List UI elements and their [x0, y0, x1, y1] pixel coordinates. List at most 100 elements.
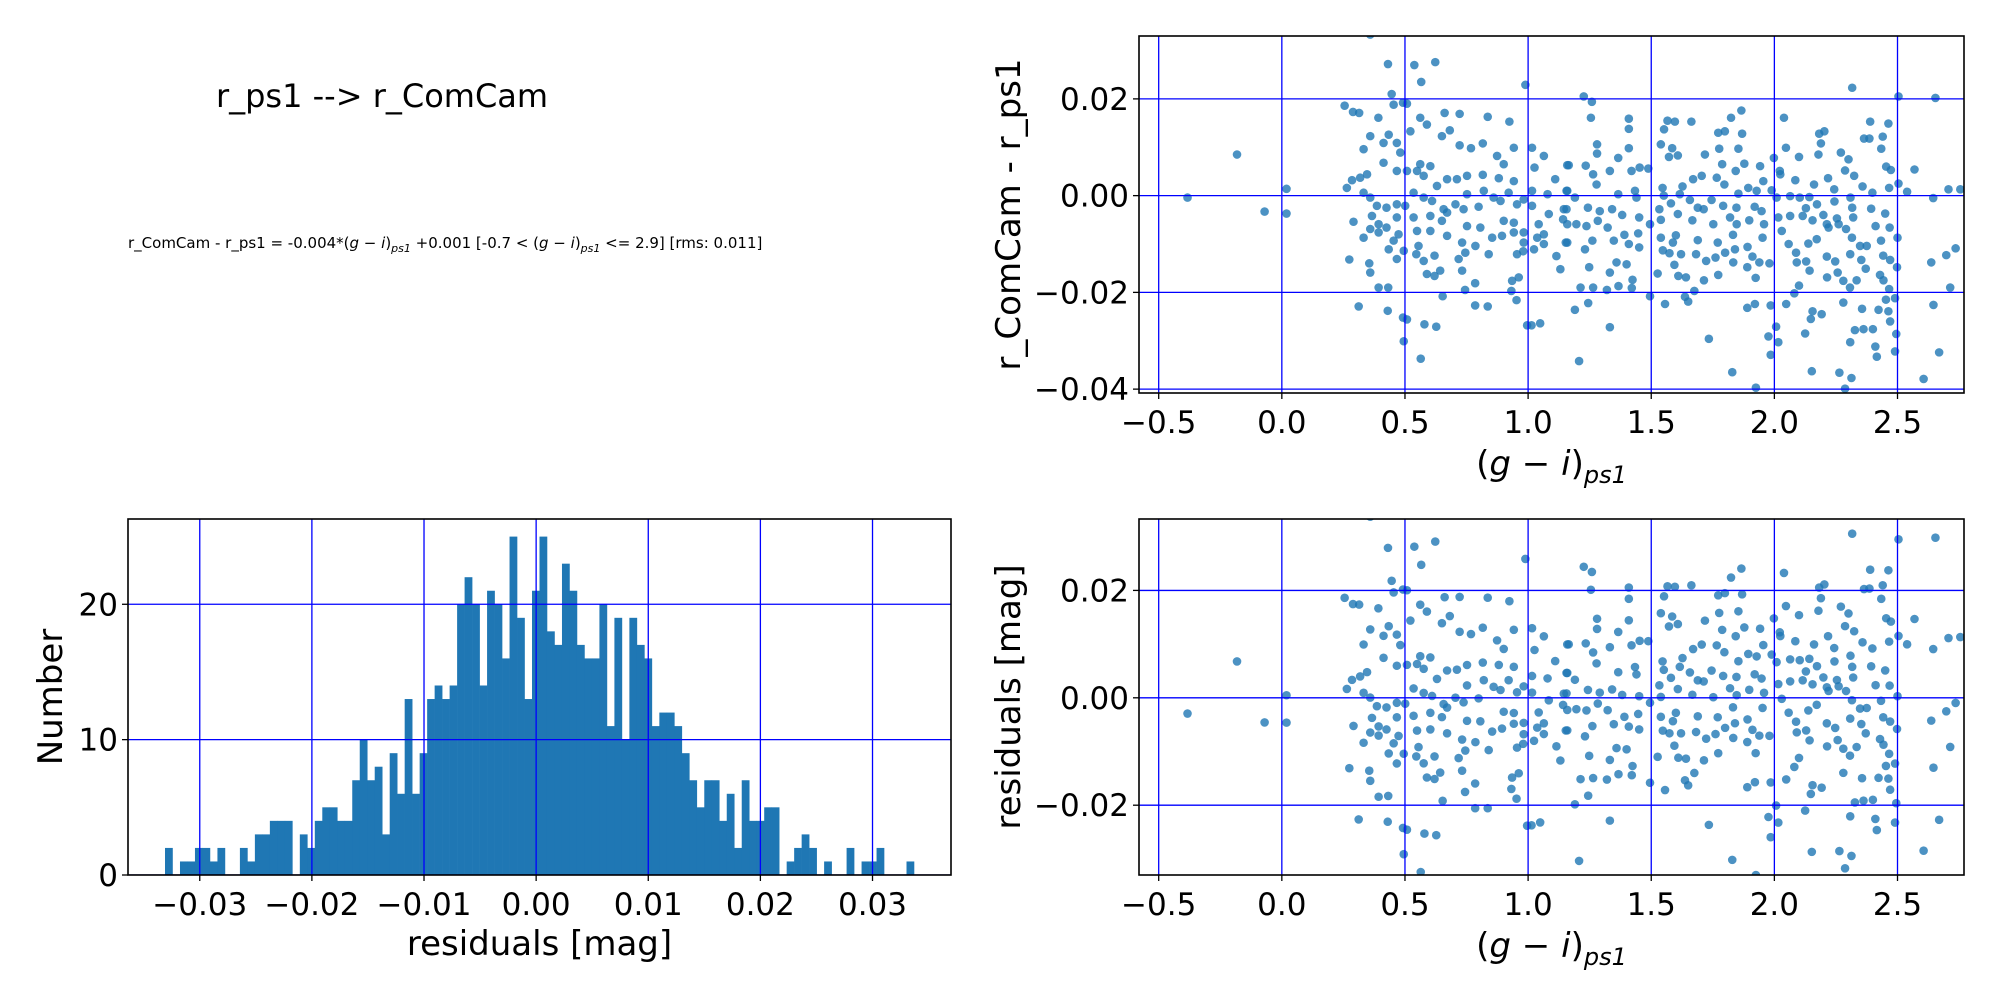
- data-point: [1527, 201, 1537, 211]
- histogram-bar: [749, 820, 758, 875]
- data-point: [1587, 97, 1597, 107]
- x-axis-label: (g − i)ps1: [1476, 444, 1627, 489]
- data-point: [1483, 112, 1493, 122]
- histogram-bar: [299, 834, 308, 875]
- data-point: [1847, 83, 1857, 93]
- data-point: [1348, 599, 1358, 609]
- data-point: [1670, 582, 1680, 592]
- data-point: [1527, 671, 1537, 681]
- data-point: [1791, 717, 1801, 726]
- data-point: [1664, 152, 1674, 162]
- data-point: [1395, 640, 1405, 650]
- data-point: [1785, 211, 1795, 221]
- data-point: [1624, 594, 1634, 604]
- data-point: [1707, 195, 1716, 205]
- data-point: [1839, 298, 1848, 307]
- data-point: [1891, 329, 1901, 339]
- data-point: [1699, 204, 1708, 214]
- data-point: [1667, 143, 1677, 153]
- data-point: [1681, 754, 1691, 763]
- data-point: [1801, 203, 1811, 213]
- data-point: [1656, 233, 1666, 243]
- data-point: [1392, 759, 1402, 768]
- data-point: [1365, 131, 1375, 141]
- data-point: [1392, 661, 1402, 671]
- data-point: [1687, 581, 1696, 590]
- data-point: [1731, 631, 1741, 641]
- data-point: [1755, 624, 1765, 634]
- data-point: [1431, 322, 1441, 332]
- data-point: [1430, 774, 1439, 784]
- y-tick-label: −0.02: [1034, 788, 1129, 824]
- data-point: [1645, 291, 1655, 301]
- data-point: [1426, 161, 1435, 171]
- data-point: [1620, 712, 1629, 722]
- data-point: [1624, 143, 1634, 153]
- data-point: [1670, 117, 1680, 126]
- data-point: [1582, 221, 1591, 231]
- data-point: [1758, 640, 1768, 650]
- data-point: [1798, 211, 1807, 221]
- x-tick-label: 0.01: [614, 887, 683, 923]
- data-point: [1605, 166, 1615, 176]
- data-point: [1822, 742, 1832, 751]
- data-point: [1580, 245, 1590, 254]
- x-label-var: g − i: [1489, 444, 1571, 484]
- data-point: [1374, 113, 1383, 123]
- data-point: [1772, 657, 1781, 667]
- data-point: [1580, 732, 1590, 741]
- data-point: [1894, 535, 1903, 544]
- data-point: [1835, 368, 1844, 377]
- data-point: [1834, 681, 1843, 691]
- data-point: [1612, 743, 1621, 753]
- data-point: [1764, 332, 1773, 341]
- data-point: [1734, 189, 1743, 198]
- data-point: [1673, 684, 1683, 694]
- x-tick-label: 0.0: [1257, 405, 1306, 441]
- data-point: [1757, 206, 1766, 216]
- x-label-open: (: [1476, 926, 1489, 966]
- data-point: [1751, 383, 1761, 392]
- data-point: [1774, 679, 1783, 689]
- data-point: [1342, 183, 1352, 193]
- data-point: [1845, 751, 1855, 760]
- data-point: [1830, 197, 1839, 206]
- data-point: [1592, 180, 1601, 189]
- data-point: [1507, 276, 1517, 286]
- data-point: [1379, 158, 1388, 168]
- data-point: [1740, 159, 1749, 169]
- eq-color2: g − i: [539, 234, 576, 252]
- data-point: [1809, 640, 1819, 649]
- histogram-bar: [734, 847, 743, 875]
- histogram-bar: [801, 834, 810, 875]
- data-point: [1926, 716, 1936, 725]
- data-point: [1666, 673, 1676, 683]
- data-point: [1552, 742, 1561, 751]
- data-point: [1419, 256, 1428, 266]
- data-point: [1728, 703, 1738, 712]
- data-point: [1592, 614, 1602, 624]
- data-point: [1345, 255, 1354, 264]
- data-point: [1387, 576, 1396, 586]
- data-point: [1354, 108, 1364, 118]
- data-point: [1415, 651, 1425, 661]
- axes-frame: [127, 518, 952, 876]
- histogram-bar: [539, 536, 548, 875]
- data-point: [1941, 250, 1951, 260]
- data-point: [1755, 731, 1764, 740]
- data-point: [1470, 779, 1480, 788]
- data-point: [1817, 309, 1826, 319]
- data-point: [1663, 116, 1672, 125]
- data-point: [1808, 306, 1817, 316]
- data-point: [1419, 688, 1428, 698]
- x-tick-label: 2.0: [1750, 405, 1799, 441]
- data-point: [1416, 560, 1426, 570]
- data-point: [1451, 200, 1460, 209]
- data-point: [1452, 174, 1462, 184]
- data-point: [1550, 656, 1560, 666]
- data-point: [1539, 151, 1549, 161]
- data-point: [1779, 568, 1789, 578]
- data-point: [1432, 181, 1442, 191]
- data-point: [1824, 223, 1833, 232]
- data-point: [1627, 640, 1636, 650]
